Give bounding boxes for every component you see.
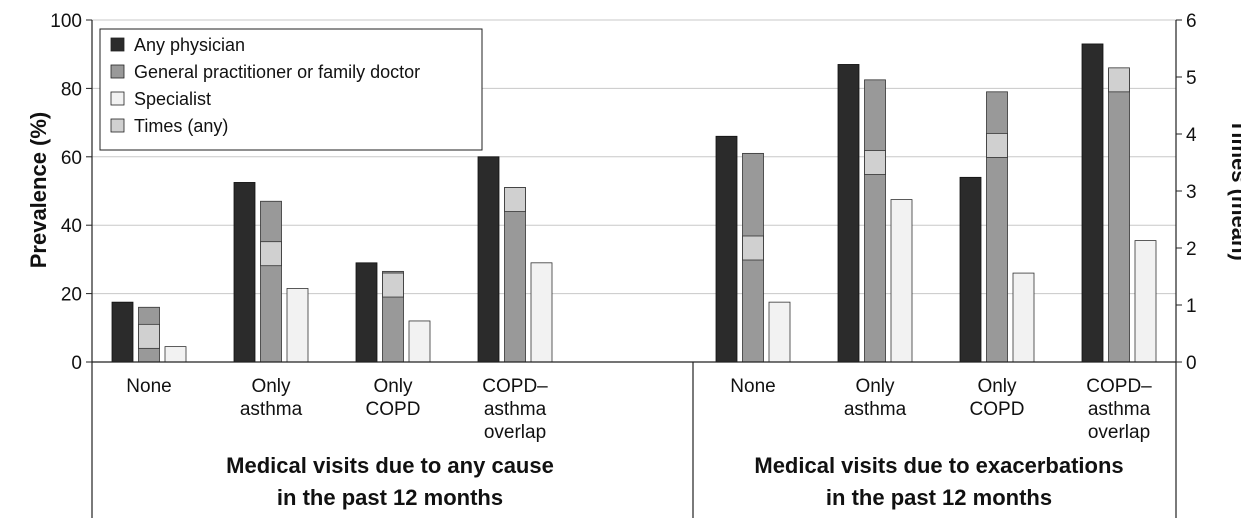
y-tick-label: 100 bbox=[50, 11, 82, 32]
legend-swatch bbox=[110, 64, 125, 79]
group-title: Medical visits due to any cause bbox=[226, 453, 554, 478]
bar-specialist bbox=[1012, 272, 1035, 363]
category-label: asthma bbox=[844, 399, 907, 420]
legend-label: Specialist bbox=[134, 89, 211, 109]
bar-specialist bbox=[890, 199, 913, 363]
bar-any-physician bbox=[715, 135, 738, 363]
bar-any-physician bbox=[837, 64, 860, 363]
bar-general-practitioner bbox=[986, 91, 1008, 363]
y2-tick-label: 4 bbox=[1186, 125, 1197, 146]
legend-label: Times (any) bbox=[134, 116, 228, 136]
legend-label: General practitioner or family doctor bbox=[134, 62, 420, 82]
legend-box bbox=[99, 28, 483, 151]
bar-any-physician bbox=[355, 262, 378, 363]
y-tick-label: 20 bbox=[61, 285, 82, 306]
bar-general-practitioner bbox=[864, 79, 886, 363]
category-label: COPD bbox=[970, 399, 1025, 420]
bar-specialist bbox=[1134, 240, 1157, 363]
category-label: None bbox=[730, 376, 775, 397]
marker-times-any bbox=[1108, 67, 1130, 93]
bar-any-physician bbox=[477, 156, 500, 363]
group-title: in the past 12 months bbox=[277, 485, 503, 510]
bar-specialist bbox=[286, 288, 309, 363]
bar-general-practitioner bbox=[1108, 69, 1130, 363]
legend-swatch bbox=[110, 37, 125, 52]
legend: Any physician General practitioner or fam… bbox=[99, 28, 483, 151]
marker-times-any bbox=[864, 150, 886, 175]
category-label: asthma bbox=[484, 399, 547, 420]
legend-swatch bbox=[110, 118, 125, 133]
bar-any-physician bbox=[233, 182, 256, 363]
y2-tick-label: 3 bbox=[1186, 182, 1197, 203]
category-label: Only bbox=[373, 376, 413, 397]
bar-specialist bbox=[408, 320, 431, 363]
category-label: asthma bbox=[1088, 399, 1151, 420]
category-labels: None OnlyasthmaOnlyCOPDCOPD–asthmaoverlap… bbox=[126, 376, 1152, 510]
marker-times-any bbox=[260, 241, 282, 267]
bar-specialist bbox=[530, 262, 553, 363]
y2-tick-label: 1 bbox=[1186, 296, 1197, 317]
category-label: Only bbox=[977, 376, 1017, 397]
category-label: COPD– bbox=[482, 376, 548, 397]
legend-label: Any physician bbox=[134, 35, 245, 55]
category-label: None bbox=[126, 376, 171, 397]
bar-any-physician bbox=[959, 176, 982, 363]
y-tick-label: 60 bbox=[61, 148, 82, 169]
bar-general-practitioner bbox=[260, 200, 282, 363]
bar-specialist bbox=[768, 301, 791, 363]
marker-times-any bbox=[504, 187, 526, 212]
bar-any-physician bbox=[1081, 43, 1104, 363]
y2-axis-title: Times (mean) bbox=[1227, 119, 1241, 260]
y2-tick-label: 6 bbox=[1186, 11, 1197, 32]
y2-tick-label: 0 bbox=[1186, 353, 1197, 374]
legend-swatch bbox=[110, 91, 125, 106]
category-label: COPD– bbox=[1086, 376, 1152, 397]
y-tick-label: 40 bbox=[61, 216, 82, 237]
group-title: Medical visits due to exacerbations bbox=[754, 453, 1123, 478]
marker-times-any bbox=[138, 323, 160, 349]
category-label: Only bbox=[855, 376, 895, 397]
y-tick-label: 0 bbox=[71, 353, 82, 374]
category-label: asthma bbox=[240, 399, 303, 420]
category-label: overlap bbox=[484, 422, 546, 443]
y2-tick-label: 2 bbox=[1186, 239, 1197, 260]
axes: 0 20 40 60 80 100 0 1 2 3 4 5 6 bbox=[50, 11, 1197, 518]
category-label: COPD bbox=[366, 399, 421, 420]
bar-general-practitioner bbox=[504, 187, 526, 363]
marker-times-any bbox=[986, 132, 1008, 158]
y-tick-label: 80 bbox=[61, 79, 82, 100]
marker-times-any bbox=[382, 272, 404, 298]
y-axis-title: Prevalence (%) bbox=[26, 112, 51, 269]
group-title: in the past 12 months bbox=[826, 485, 1052, 510]
bar-any-physician bbox=[111, 301, 134, 363]
marker-times-any bbox=[742, 235, 764, 261]
y2-tick-label: 5 bbox=[1186, 68, 1197, 89]
category-label: Only bbox=[251, 376, 291, 397]
category-label: overlap bbox=[1088, 422, 1150, 443]
bar-specialist bbox=[164, 346, 187, 363]
